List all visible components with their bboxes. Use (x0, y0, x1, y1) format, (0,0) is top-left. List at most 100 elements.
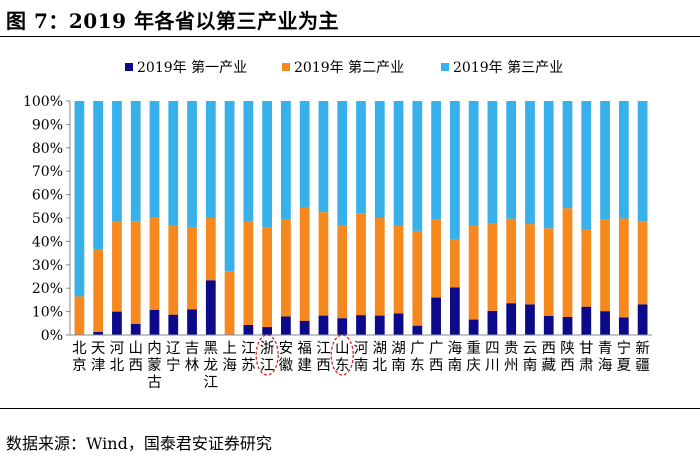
bar-segment-series-3 (318, 101, 329, 213)
bar-segment-series-3 (449, 101, 460, 240)
bar-segment-series-2 (262, 227, 273, 328)
x-tick-label: 江苏 (241, 340, 256, 374)
bar-segment-series-3 (299, 101, 310, 208)
bar-segment-series-1 (562, 316, 573, 335)
highlight-circle (330, 334, 354, 376)
bar-segment-series-2 (468, 225, 479, 320)
bar-segment-series-1 (356, 315, 366, 335)
x-tick-label: 山西 (128, 340, 143, 374)
bar-segment-series-2 (93, 249, 104, 332)
legend-swatch-3 (441, 63, 449, 71)
x-tick-label: 陕西 (560, 340, 575, 374)
bar-segment-series-3 (637, 101, 648, 222)
bar-segment-series-2 (562, 208, 573, 317)
bar-segment-series-2 (393, 225, 404, 314)
bar-segment-series-1 (412, 325, 423, 335)
bar-segment-series-3 (581, 101, 592, 230)
bar-segment-series-1 (637, 304, 648, 335)
x-tick-label: 天津 (91, 341, 106, 374)
bar-segment-series-1 (299, 320, 310, 335)
bar-segment-series-3 (562, 101, 573, 209)
x-tick-label: 河南 (354, 340, 369, 374)
bar-segment-series-2 (431, 219, 441, 298)
bar-segment-series-3 (149, 101, 160, 218)
bar-segment-series-2 (412, 230, 423, 326)
x-tick-label: 吉林 (185, 340, 200, 374)
bar-segment-series-3 (374, 101, 385, 218)
bar-segment-series-2 (374, 218, 385, 316)
bar-segment-series-1 (543, 315, 554, 335)
bar-segment-series-2 (112, 221, 122, 312)
bar-segment-series-1 (468, 319, 479, 335)
bar-segment-series-1 (337, 318, 348, 335)
bar-segment-series-2 (337, 225, 348, 319)
x-tick-label: 青海 (598, 340, 613, 374)
bar-segment-series-3 (205, 101, 216, 218)
x-tick-label: 内蒙古 (147, 340, 162, 391)
bar-segment-series-1 (243, 324, 254, 335)
x-tick-label: 重庆 (466, 340, 481, 374)
legend-swatch-2 (282, 63, 290, 71)
x-tick-label: 山东 (335, 340, 350, 374)
bar-segment-series-3 (168, 101, 179, 226)
bar-segment-series-1 (318, 315, 329, 335)
y-tick-label: 100% (23, 94, 63, 110)
bar-segment-series-3 (468, 101, 479, 226)
x-tick-label: 湖南 (391, 340, 406, 374)
title-rule (0, 36, 700, 37)
y-tick-label: 10% (32, 305, 63, 321)
x-tick-label: 浙江 (260, 340, 275, 374)
bar-segment-series-2 (581, 229, 592, 307)
bar-segment-series-2 (281, 219, 291, 317)
bar-segment-series-3 (112, 101, 122, 222)
bar-segment-series-2 (168, 225, 179, 315)
y-tick-label: 30% (32, 258, 63, 274)
x-tick-label: 江西 (316, 340, 331, 374)
x-tick-label: 广东 (410, 340, 425, 374)
bar-segment-series-2 (618, 218, 629, 318)
bar-segment-series-1 (130, 323, 141, 335)
bar-segment-series-1 (431, 297, 441, 335)
bar-segment-series-3 (337, 101, 348, 226)
bar-segment-series-1 (525, 304, 535, 335)
legend-label-3: 2019年 第三产业 (453, 59, 563, 76)
x-tick-label: 安徽 (279, 340, 294, 374)
bar-segment-series-3 (506, 101, 517, 219)
bar-series-group (74, 101, 648, 335)
x-tick-label: 福建 (297, 340, 312, 374)
bar-segment-series-3 (356, 101, 366, 214)
x-tick-label: 四川 (485, 341, 500, 374)
bar-segment-series-1 (449, 287, 460, 335)
source-rule (0, 408, 700, 409)
highlight-circles (255, 334, 354, 376)
y-axis: 0% 10% 20% 30% 40% 50% 60% 70% 80% 90% 100% (23, 94, 71, 344)
x-tick-label: 广西 (429, 340, 444, 374)
y-tick-label: 60% (32, 188, 63, 204)
y-tick-label: 80% (32, 141, 63, 157)
legend-label-1: 2019年 第一产业 (137, 59, 247, 76)
legend-swatch-1 (125, 63, 133, 71)
bar-segment-series-2 (356, 213, 366, 316)
x-axis: 北京天津河北山西内蒙古辽宁吉林黑龙江上海江苏浙江安徽福建江西山东河南湖北湖南广东… (70, 334, 652, 391)
bar-segment-series-3 (487, 101, 498, 224)
bar-segment-series-2 (637, 221, 648, 305)
bar-segment-series-1 (618, 317, 629, 335)
y-tick-label: 20% (32, 281, 63, 297)
bar-segment-series-2 (525, 224, 535, 305)
bar-segment-series-1 (600, 311, 610, 335)
bar-segment-series-3 (618, 101, 629, 219)
bar-segment-series-3 (543, 101, 554, 229)
x-tick-label: 上海 (222, 340, 237, 374)
y-tick-label: 40% (32, 234, 63, 250)
bar-segment-series-2 (487, 223, 498, 311)
y-tick-label: 70% (32, 164, 63, 180)
chart-canvas: 2019年 第一产业 2019年 第二产业 2019年 第三产业 0% 10% 20% 3… (23, 59, 652, 391)
bar-segment-series-2 (130, 221, 141, 324)
x-tick-label: 西藏 (541, 341, 556, 374)
bar-segment-series-3 (243, 101, 254, 222)
bar-segment-series-3 (93, 101, 104, 250)
bar-segment-series-1 (487, 310, 498, 335)
x-tick-label: 宁夏 (617, 340, 632, 374)
bar-segment-series-1 (168, 314, 179, 335)
bar-segment-series-3 (130, 101, 141, 222)
